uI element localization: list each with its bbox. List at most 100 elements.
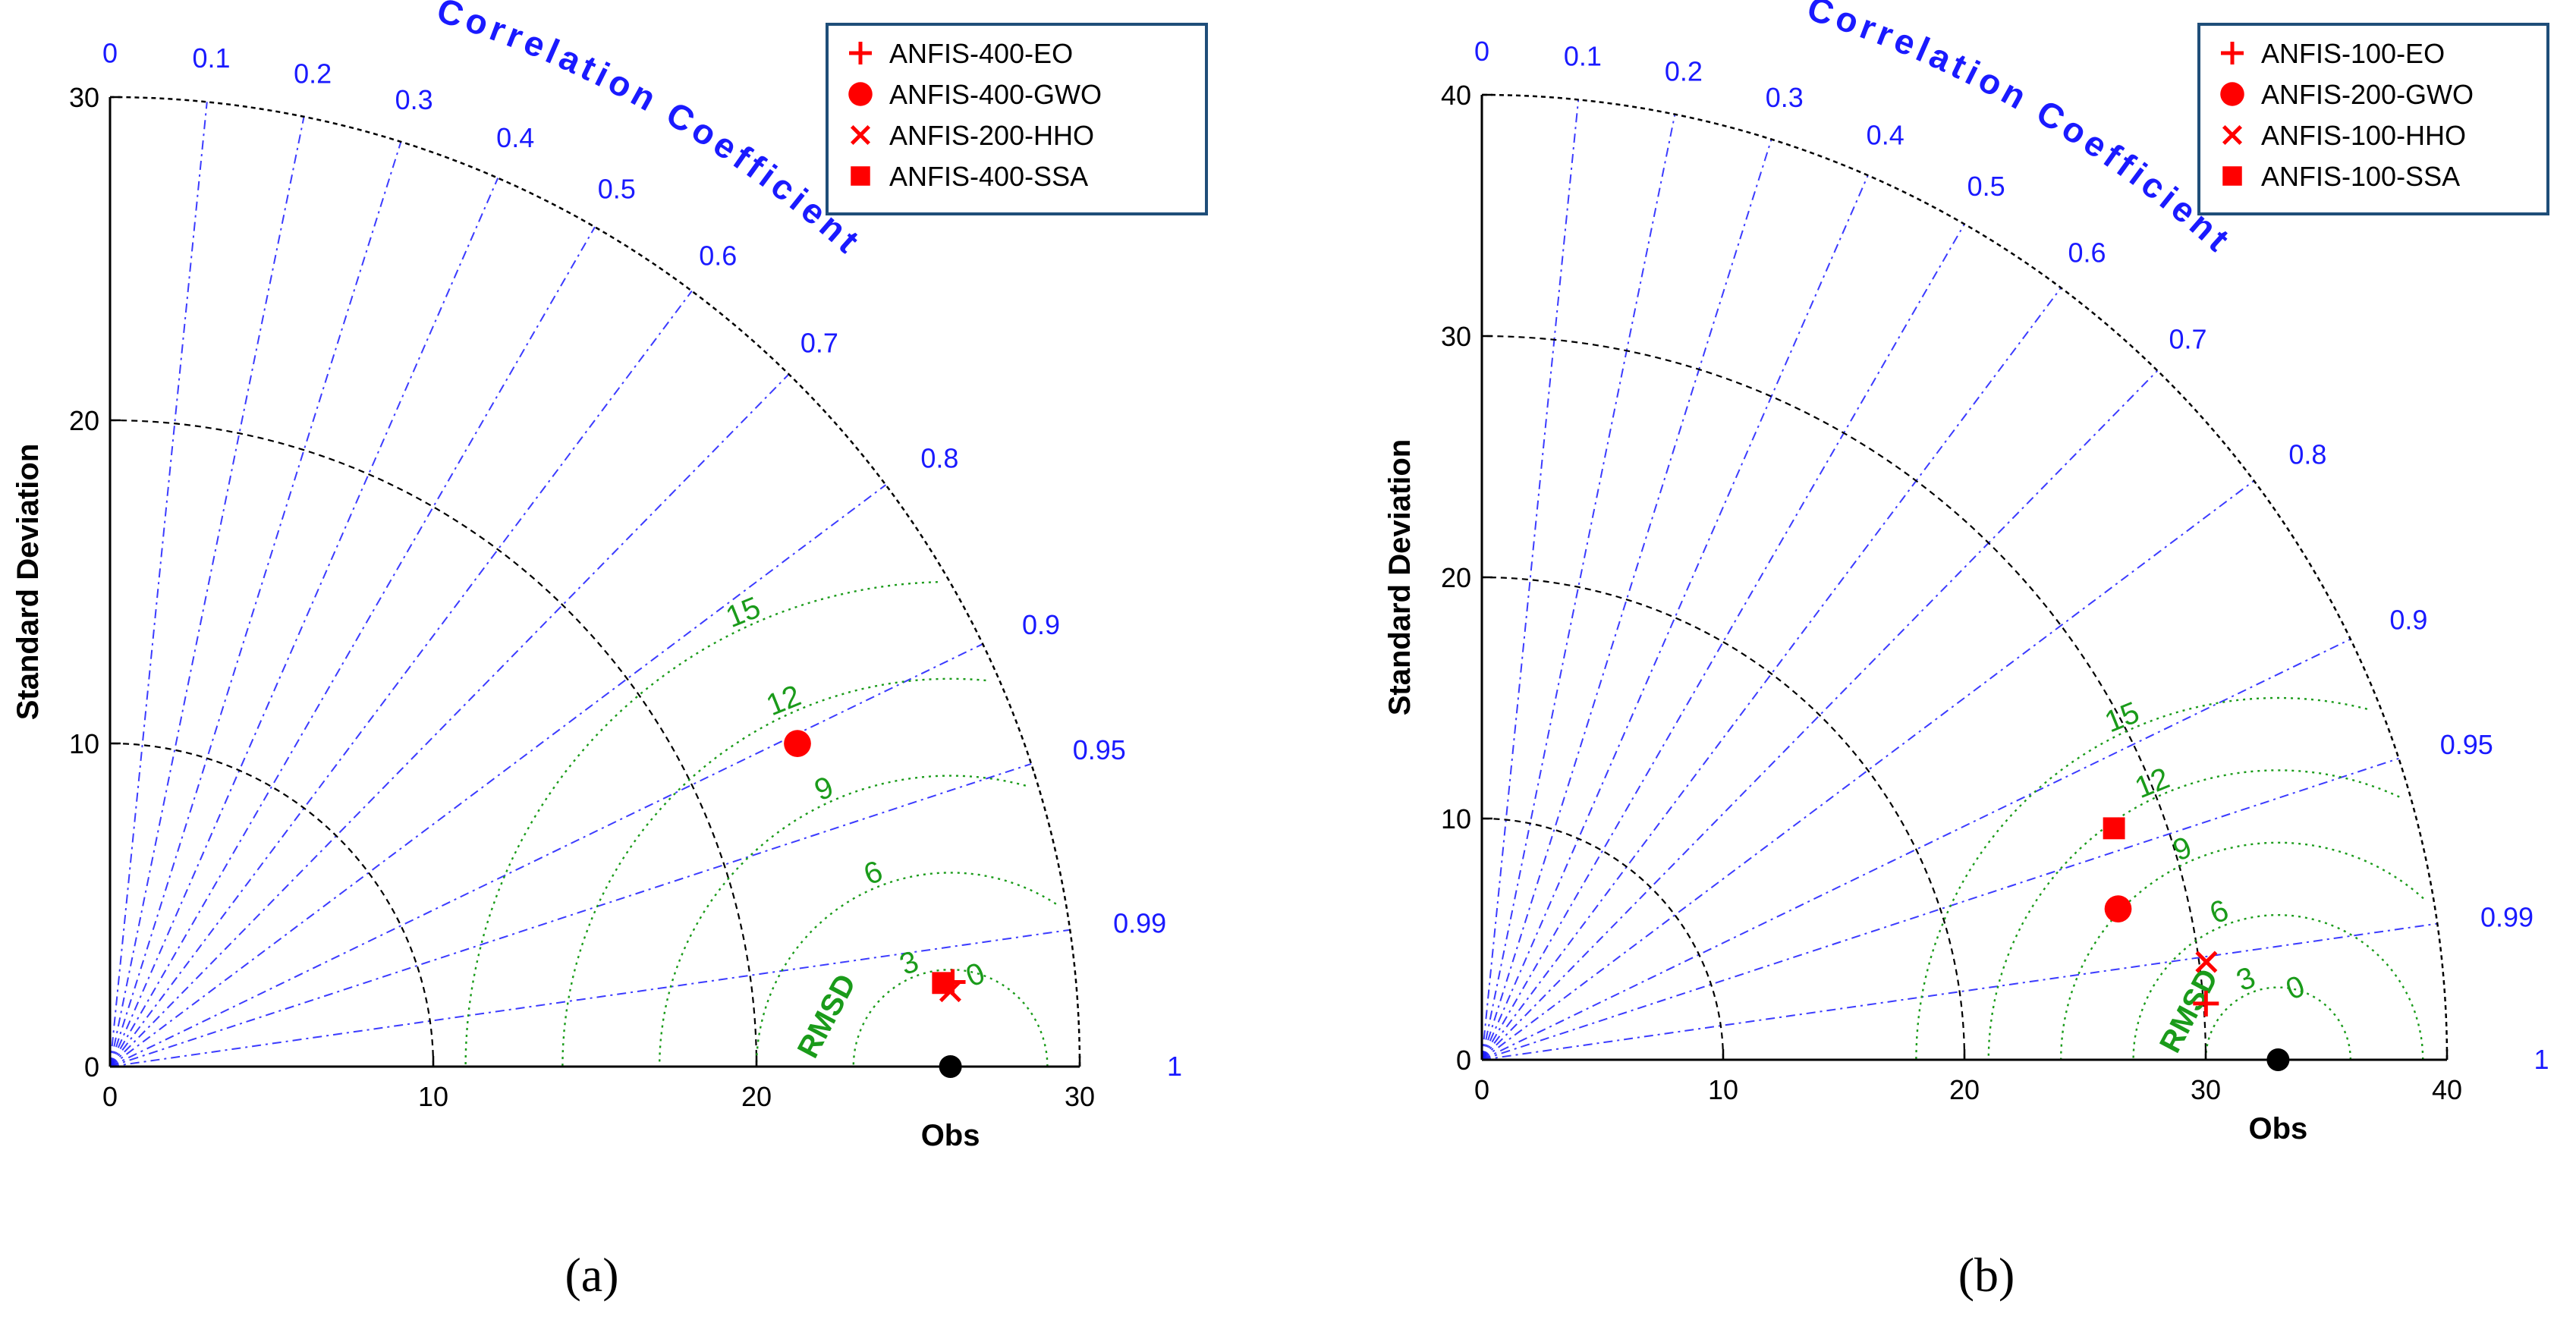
correlation-tick-label: 0.7 [800, 327, 838, 358]
correlation-ray [1481, 757, 2399, 1061]
correlation-tick-label: 0.2 [1665, 56, 1703, 87]
legend-entry: ANFIS-200-HHO [889, 120, 1094, 151]
rmsd-title: RMSD [2153, 963, 2225, 1058]
correlation-tick-label: 0.99 [1113, 908, 1166, 939]
rmsd-contour [1915, 696, 2368, 1060]
rmsd-level-label: 0 [2282, 969, 2310, 1007]
legend-marker-square [851, 166, 870, 186]
rmsd-level-label: 3 [895, 944, 923, 982]
y-tick-label: 20 [69, 405, 99, 436]
correlation-tick-label: 0.8 [920, 443, 958, 474]
correlation-ray [109, 373, 790, 1067]
model-point-square [2103, 817, 2125, 840]
rmsd-level-label: 12 [2131, 762, 2175, 805]
correlation-ray [1481, 922, 2438, 1061]
x-tick-label: 20 [1949, 1074, 1980, 1105]
model-point-x-d2 [2195, 951, 2218, 973]
correlation-tick-label: 0.6 [699, 240, 737, 272]
correlation-tick-label: 0.9 [2389, 605, 2427, 636]
correlation-ray [109, 141, 402, 1067]
legend-marker-x-d2 [850, 124, 871, 146]
correlation-tick-label: 1 [2534, 1044, 2549, 1075]
correlation-tick-label: 0 [102, 37, 118, 68]
x-tick-label: 0 [102, 1081, 118, 1112]
model-point-circle [784, 730, 811, 757]
correlation-tick-label: 0.3 [395, 84, 433, 115]
correlation-tick-label: 0 [1474, 36, 1489, 67]
rmsd-level-label: 6 [2205, 894, 2233, 931]
obs-label: Obs [921, 1119, 980, 1152]
correlation-tick-label: 0.7 [2169, 324, 2206, 355]
legend-box [2197, 23, 2549, 215]
rmsd-contour [2060, 841, 2424, 1060]
rmsd-level-label: 3 [2232, 960, 2260, 998]
y-tick-label: 10 [69, 728, 99, 759]
correlation-ray [109, 178, 499, 1067]
correlation-ray [1481, 114, 1676, 1061]
rmsd-level-label: 15 [722, 591, 766, 634]
std-dev-arc [109, 96, 1081, 1067]
correlation-tick-label: 0.9 [1022, 609, 1060, 640]
correlation-ray [1481, 287, 2062, 1061]
std-dev-arc [1481, 335, 2207, 1061]
correlation-ray [1481, 139, 1772, 1061]
x-tick-label: 30 [2191, 1074, 2221, 1105]
legend-marker-square [2222, 166, 2242, 186]
subfigure-caption: (a) [565, 1248, 618, 1302]
model-point-square [932, 972, 955, 995]
correlation-ray [1481, 174, 1869, 1061]
correlation-ray [1481, 223, 1965, 1061]
correlation-tick-label: 0.3 [1766, 82, 1804, 113]
legend-entry: ANFIS-400-SSA [889, 161, 1088, 192]
rmsd-level-label: 6 [859, 854, 887, 891]
correlation-tick-label: 0.99 [2480, 901, 2534, 932]
y-axis-title: Standard Deviation [11, 444, 45, 721]
legend-marker-plus [2221, 42, 2244, 64]
correlation-tick-label: 0.5 [1967, 171, 2005, 202]
x-tick-label: 10 [418, 1081, 448, 1112]
legend-entry: ANFIS-400-EO [889, 38, 1073, 69]
std-dev-arc [109, 742, 435, 1067]
correlation-tick-label: 1 [1167, 1051, 1182, 1082]
correlation-ray [109, 929, 1071, 1067]
correlation-tick-label: 0.1 [1564, 40, 1602, 71]
rmsd-level-label: 9 [810, 770, 838, 807]
rmsd-contour [755, 872, 1057, 1067]
legend-entry: ANFIS-100-SSA [2261, 161, 2460, 192]
model-point-x [2195, 951, 2218, 973]
rmsd-contour [561, 677, 986, 1067]
correlation-tick-label: 0.95 [2440, 729, 2493, 760]
correlation-ray [1481, 99, 1580, 1061]
rmsd-contour [659, 775, 1027, 1067]
subfigure-caption: (b) [1958, 1248, 2015, 1302]
x-tick-label: 10 [1708, 1074, 1738, 1105]
rmsd-contour [1987, 769, 2400, 1060]
legend-entry: ANFIS-400-GWO [889, 79, 1102, 110]
legend-marker-x [2222, 124, 2243, 146]
correlation-ray [109, 102, 208, 1067]
correlation-ray [109, 226, 596, 1067]
y-tick-label: 30 [69, 82, 99, 113]
y-tick-label: 10 [1441, 803, 1471, 834]
legend-entry: ANFIS-100-HHO [2261, 120, 2466, 151]
y-tick-label: 20 [1441, 562, 1471, 593]
x-tick-label: 40 [2432, 1074, 2462, 1105]
rmsd-level-label: 9 [2169, 831, 2197, 868]
correlation-ray [109, 762, 1032, 1067]
legend-marker-circle [2220, 82, 2244, 106]
legend-box [826, 23, 1208, 215]
correlation-tick-label: 0.1 [193, 42, 231, 74]
correlation-tick-label: 0.8 [2288, 438, 2326, 470]
correlation-ray [1481, 369, 2159, 1061]
correlation-ray [109, 291, 693, 1067]
legend-entry: ANFIS-200-GWO [2261, 79, 2474, 110]
rmsd-level-label: 0 [961, 957, 989, 994]
std-dev-arc [109, 419, 758, 1067]
y-tick-label: 0 [1456, 1045, 1471, 1076]
rmsd-title: RMSD [791, 969, 863, 1064]
x-tick-label: 20 [741, 1081, 772, 1112]
y-tick-label: 0 [84, 1051, 99, 1083]
